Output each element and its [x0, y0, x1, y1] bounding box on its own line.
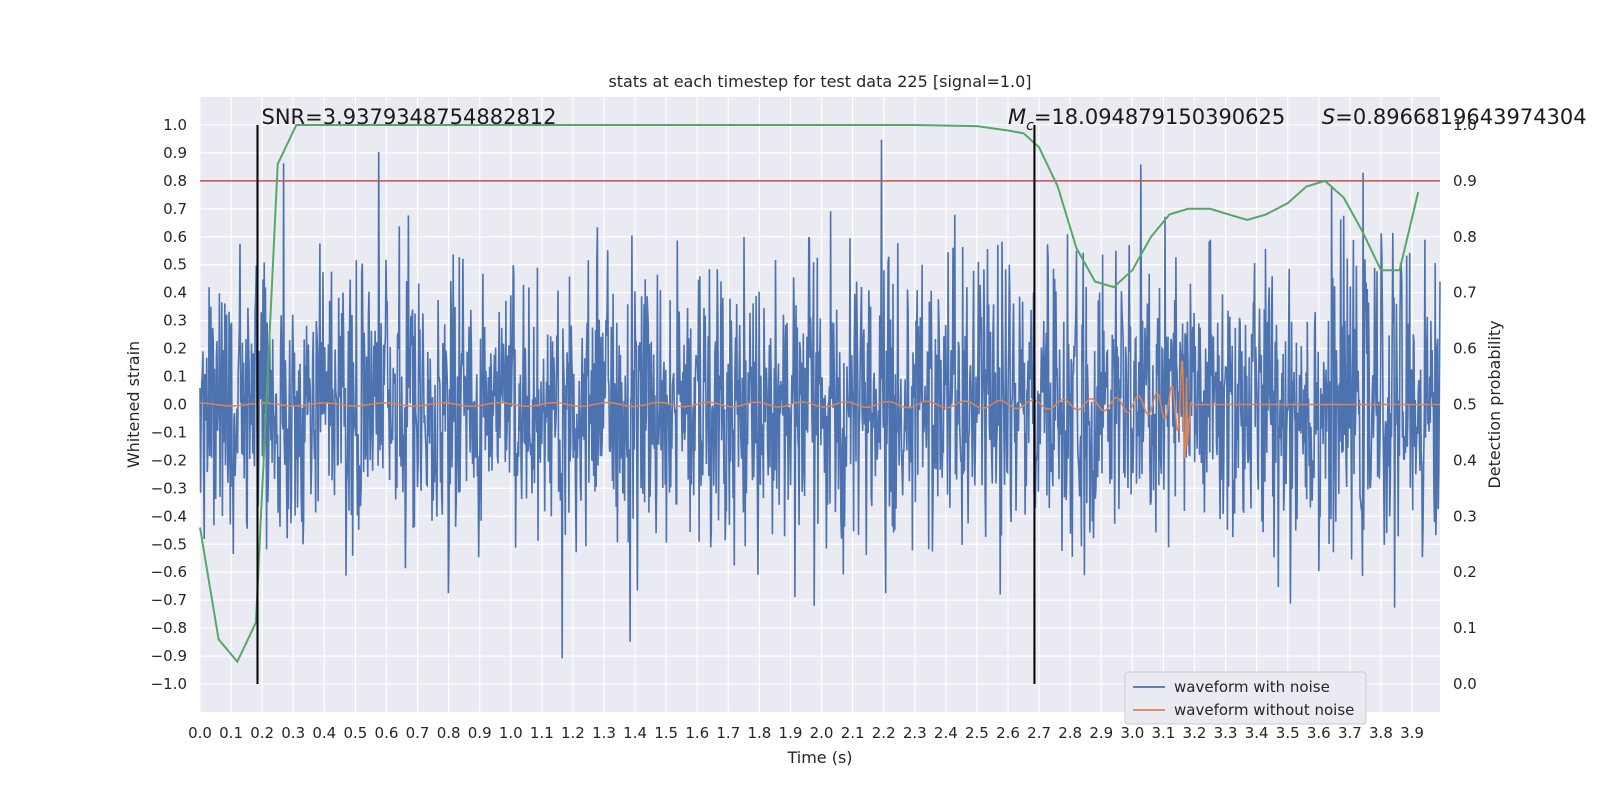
- x-tick-label: 0.2: [250, 724, 274, 742]
- y-tick-label-left: −0.5: [151, 535, 187, 553]
- x-ticks: 0.0 0.1 0.2 0.3 0.4 0.5 0.6 0.7 0.8 0.9 1.0 1.1 1.2 1…: [188, 724, 1424, 742]
- y-tick-label-left: −0.7: [151, 591, 187, 609]
- x-tick-label: 3.2: [1183, 724, 1207, 742]
- x-tick-label: 3.0: [1120, 724, 1144, 742]
- y-tick-label-left: 0.2: [163, 340, 187, 358]
- legend-label-noise: waveform with noise: [1174, 678, 1330, 696]
- x-tick-label: 3.4: [1245, 724, 1269, 742]
- y-tick-label-left: −0.1: [151, 423, 187, 441]
- x-tick-label: 3.3: [1214, 724, 1238, 742]
- y-tick-label-left: 0.1: [163, 368, 187, 386]
- x-axis-label: Time (s): [786, 748, 852, 767]
- snr-annotation: SNR=3.9379348754882812: [261, 105, 556, 129]
- x-tick-label: 0.6: [375, 724, 399, 742]
- x-tick-label: 0.0: [188, 724, 212, 742]
- y-tick-label-left: −0.3: [151, 479, 187, 497]
- y-tick-label-left: −0.2: [151, 451, 187, 469]
- chirp-mass-annotation: Mc=18.094879150390625: [1008, 105, 1285, 134]
- y-tick-label-left: 0.3: [163, 312, 187, 330]
- mc-subscript: c: [1026, 118, 1034, 134]
- vertical-markers: [256, 124, 1036, 685]
- x-tick-label: 1.4: [623, 724, 647, 742]
- x-tick-label: 1.6: [685, 724, 709, 742]
- x-tick-label: 3.8: [1369, 724, 1393, 742]
- y-tick-label-left: 0.7: [163, 200, 187, 218]
- y-axis-label-right: Detection probability: [1485, 320, 1504, 488]
- y-tick-label-right: 0.4: [1453, 451, 1477, 469]
- x-tick-label: 2.3: [903, 724, 927, 742]
- legend: waveform with noise waveform without noi…: [1124, 671, 1367, 725]
- x-tick-label: 0.4: [312, 724, 336, 742]
- x-tick-label: 2.6: [996, 724, 1020, 742]
- x-tick-label: 3.6: [1307, 724, 1331, 742]
- y-tick-label-right: 1.0: [1453, 116, 1477, 134]
- y-tick-label-left: 0.4: [163, 284, 187, 302]
- mc-value: =18.094879150390625: [1034, 105, 1285, 129]
- y-tick-label-left: 0.8: [163, 172, 187, 190]
- x-tick-label: 2.0: [810, 724, 834, 742]
- legend-label-clean: waveform without noise: [1174, 701, 1354, 719]
- s-symbol: S: [1322, 105, 1335, 129]
- y-tick-label-right: 0.8: [1453, 228, 1477, 246]
- y-tick-label-right: 0.1: [1453, 619, 1477, 637]
- y-tick-label-left: −0.4: [151, 507, 187, 525]
- x-tick-label: 0.7: [406, 724, 430, 742]
- y-tick-label-left: 1.0: [163, 116, 187, 134]
- x-tick-label: 0.1: [219, 724, 243, 742]
- y-tick-label-left: 0.5: [163, 256, 187, 274]
- x-tick-label: 2.7: [1027, 724, 1051, 742]
- y-tick-label-left: −0.8: [151, 619, 187, 637]
- x-tick-label: 1.5: [654, 724, 678, 742]
- x-tick-label: 3.1: [1151, 724, 1175, 742]
- y-tick-label-left: −0.6: [151, 563, 187, 581]
- x-tick-label: 3.7: [1338, 724, 1362, 742]
- y-tick-label-right: 0.0: [1453, 675, 1477, 693]
- legend-box: [1124, 671, 1367, 725]
- y-ticks-right: 1.0 0.9 0.8 0.7 0.6 0.5 0.4 0.3 0.2 0.1 0.0: [1453, 116, 1477, 693]
- x-tick-label: 2.4: [934, 724, 958, 742]
- y-tick-label-left: −0.9: [151, 647, 187, 665]
- x-tick-label: 0.9: [468, 724, 492, 742]
- mc-symbol: M: [1008, 105, 1026, 129]
- x-tick-label: 2.9: [1089, 724, 1113, 742]
- x-tick-label: 0.8: [437, 724, 461, 742]
- x-tick-label: 3.9: [1400, 724, 1424, 742]
- s-value: =0.8966819643974304: [1335, 105, 1586, 129]
- x-tick-label: 1.3: [592, 724, 616, 742]
- series-waveform-without-noise: [200, 360, 1440, 459]
- x-tick-label: 1.8: [747, 724, 771, 742]
- y-tick-label-right: 0.5: [1453, 396, 1477, 414]
- y-tick-label-left: −1.0: [151, 675, 187, 693]
- y-tick-label-left: 0.9: [163, 144, 187, 162]
- y-tick-label-right: 0.6: [1453, 340, 1477, 358]
- x-tick-label: 2.2: [872, 724, 896, 742]
- y-tick-label-left: 0.0: [163, 396, 187, 414]
- y-tick-label-right: 0.7: [1453, 284, 1477, 302]
- s-annotation: S=0.8966819643974304: [1322, 105, 1587, 129]
- x-tick-label: 2.8: [1058, 724, 1082, 742]
- y-tick-label-right: 0.9: [1453, 172, 1477, 190]
- x-tick-label: 0.5: [343, 724, 367, 742]
- x-tick-label: 2.5: [965, 724, 989, 742]
- y-tick-label-right: 0.2: [1453, 563, 1477, 581]
- x-tick-label: 1.9: [779, 724, 803, 742]
- x-tick-label: 1.7: [716, 724, 740, 742]
- y-ticks-left: 1.0 0.9 0.8 0.7 0.6 0.5 0.4 0.3 0.2 0.1 0.0 −0.1 −0.…: [151, 116, 187, 693]
- x-tick-label: 3.5: [1276, 724, 1300, 742]
- y-axis-label-left: Whitened strain: [124, 341, 143, 468]
- x-tick-label: 1.0: [499, 724, 523, 742]
- series-waveform-with-noise: [199, 139, 1441, 659]
- x-tick-label: 1.2: [561, 724, 585, 742]
- series-detection-probability: [199, 124, 1420, 664]
- chart-title: stats at each timestep for test data 225…: [608, 72, 1031, 91]
- y-tick-label-right: 0.3: [1453, 507, 1477, 525]
- y-tick-label-left: 0.6: [163, 228, 187, 246]
- x-tick-label: 2.1: [841, 724, 865, 742]
- x-tick-label: 0.3: [281, 724, 305, 742]
- x-tick-label: 1.1: [530, 724, 554, 742]
